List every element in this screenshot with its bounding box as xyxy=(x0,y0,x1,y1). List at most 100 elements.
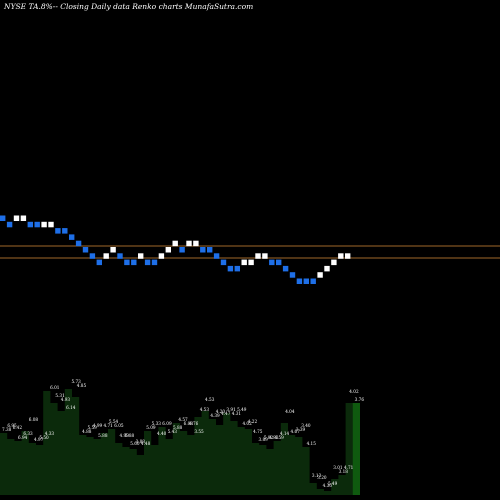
renko-brick xyxy=(345,253,351,259)
volume-label: 6.08 xyxy=(184,421,194,426)
volume-label: 6.09 xyxy=(162,421,172,426)
volume-label: 5.31 xyxy=(55,393,65,398)
renko-brick xyxy=(317,272,323,278)
renko-brick xyxy=(241,259,247,266)
volume-label: 6.08 xyxy=(29,417,39,422)
renko-brick xyxy=(55,228,61,234)
renko-brick xyxy=(110,247,116,253)
volume-label: 4.83 xyxy=(269,435,279,440)
volume-label: 5.54 xyxy=(109,419,119,424)
volume-label: 4.47 xyxy=(221,411,231,416)
volume-label: 4.99 xyxy=(93,423,103,428)
volume-label: 3.01 xyxy=(333,465,343,470)
volume-label: 4.85 xyxy=(77,383,87,388)
volume-label: 4.75 xyxy=(253,429,263,434)
volume-label: 3.91 xyxy=(226,407,236,412)
renko-brick xyxy=(41,221,47,228)
renko-brick xyxy=(13,215,20,221)
volume-label: 6.94 xyxy=(18,435,28,440)
renko-brick xyxy=(82,247,89,253)
renko-brick xyxy=(338,253,344,259)
volume-label: 3.55 xyxy=(194,429,204,434)
renko-brick xyxy=(248,259,254,266)
volume-label: 4.93 xyxy=(61,397,71,402)
volume-label: 4.15 xyxy=(307,441,317,446)
renko-bricks xyxy=(0,215,351,284)
renko-brick xyxy=(117,253,123,259)
renko-brick xyxy=(96,259,102,266)
renko-brick xyxy=(0,215,6,221)
volume-label: 4.57 xyxy=(178,417,188,422)
renko-brick xyxy=(27,221,33,228)
volume-area xyxy=(0,389,360,495)
renko-brick xyxy=(124,259,130,266)
volume-label: 6.05 xyxy=(114,423,124,428)
volume-label: 5.02 xyxy=(264,435,274,440)
volume-label: 5.88 xyxy=(98,433,108,438)
renko-brick xyxy=(193,240,199,247)
volume-label: 5.43 xyxy=(168,429,178,434)
renko-brick xyxy=(276,259,282,266)
volume-label: 5.59 xyxy=(87,425,97,430)
renko-brick xyxy=(207,247,213,253)
volume-label: 4.22 xyxy=(248,419,258,424)
renko-brick xyxy=(144,259,151,266)
volume-label: 4.76 xyxy=(189,421,199,426)
renko-brick xyxy=(186,240,192,247)
renko-brick xyxy=(213,253,220,259)
volume-label: 5.49 xyxy=(237,407,247,412)
volume-label: 3.13 xyxy=(312,473,322,478)
volume-label: 4.71 xyxy=(344,465,354,470)
renko-brick xyxy=(269,259,275,266)
volume-label: 4.14 xyxy=(280,431,290,436)
renko-brick xyxy=(131,259,137,266)
renko-brick xyxy=(262,253,268,259)
renko-brick xyxy=(6,221,13,228)
volume-label: 3.20 xyxy=(317,475,327,480)
volume-label: 4.40 xyxy=(157,431,167,436)
renko-brick xyxy=(75,240,82,247)
volume-label: 3.89 xyxy=(258,437,268,442)
volume-label: 4.39 xyxy=(210,413,220,418)
renko-brick xyxy=(48,221,54,228)
renko-brick xyxy=(151,259,158,266)
volume-label: 6.01 xyxy=(50,385,60,390)
volume-label: 5.88 xyxy=(125,433,135,438)
volume-label: 4.04 xyxy=(285,409,295,414)
volume-label: 3.39 xyxy=(296,427,306,432)
volume-label: 3.88 xyxy=(136,439,146,444)
renko-brick xyxy=(20,215,27,221)
renko-brick xyxy=(89,253,96,259)
renko-brick xyxy=(255,253,261,259)
renko-brick xyxy=(331,259,337,266)
volume-label: 5.49 xyxy=(328,481,338,486)
volume-area-fill xyxy=(0,389,360,495)
volume-label: 4.71 xyxy=(104,423,114,428)
renko-brick xyxy=(200,247,206,253)
volume-label: 4.99 xyxy=(120,433,130,438)
volume-label: 4.59 xyxy=(275,435,285,440)
renko-brick xyxy=(138,253,144,259)
renko-brick xyxy=(296,278,303,284)
renko-brick xyxy=(103,253,109,259)
volume-label: 4.53 xyxy=(200,407,210,412)
renko-brick xyxy=(158,253,165,259)
reference-lines xyxy=(0,245,500,259)
renko-brick xyxy=(324,265,330,272)
volume-label: 4.02 xyxy=(242,421,252,426)
volume-label: 6.14 xyxy=(66,405,76,410)
renko-brick xyxy=(227,265,234,272)
volume-label: 4.36 xyxy=(323,483,333,488)
volume-label: 7.38 xyxy=(2,427,12,432)
volume-label: 6.42 xyxy=(13,425,23,430)
volume-labels: 7.386.956.42 6.946.33 6.08 4.975.504.33 6.01… xyxy=(2,379,364,488)
renko-brick xyxy=(282,265,289,272)
volume-label: 4.67 xyxy=(291,429,301,434)
volume-label: 3.40 xyxy=(301,423,311,428)
renko-brick xyxy=(34,221,40,228)
volume-label: 4.20 xyxy=(216,409,226,414)
volume-label: 4.33 xyxy=(45,431,55,436)
renko-brick xyxy=(172,240,178,247)
volume-label: 4.88 xyxy=(82,429,92,434)
